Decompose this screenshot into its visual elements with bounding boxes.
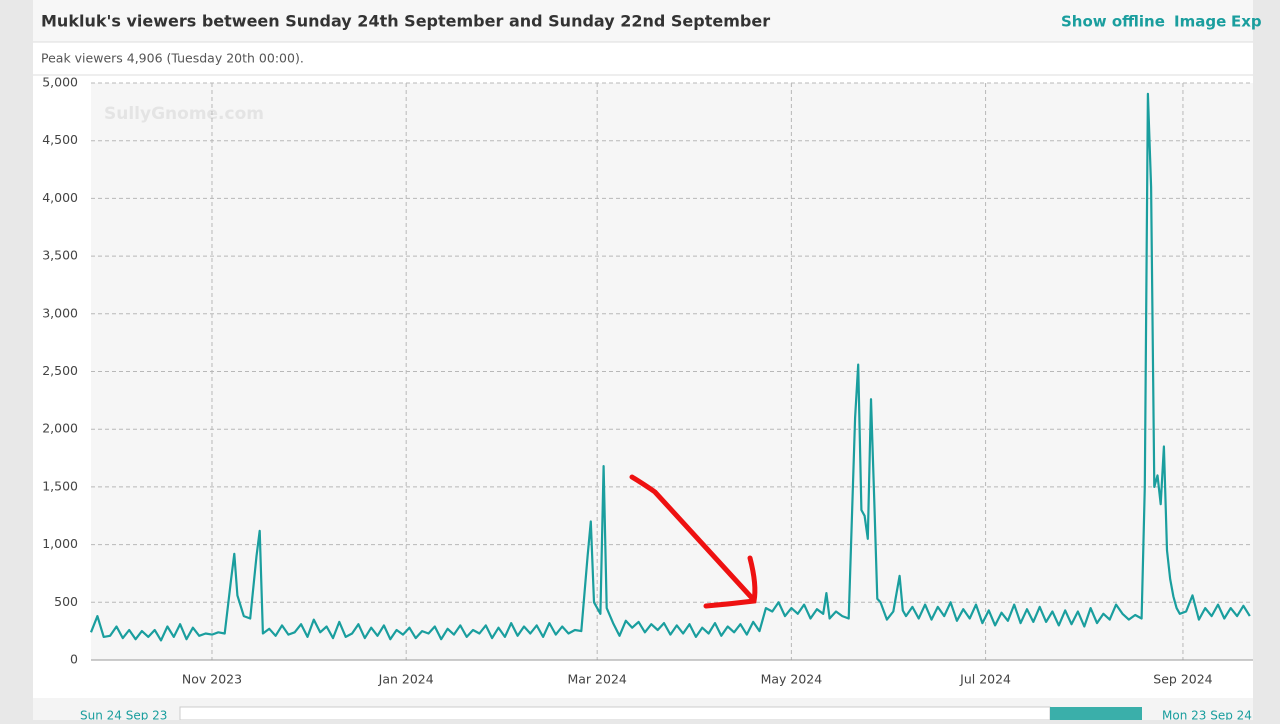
x-tick-label: Jan 2024 <box>378 672 434 687</box>
y-tick-label: 3,500 <box>42 248 78 263</box>
navigator-start: Sun 24 Sep 23 <box>80 709 167 721</box>
y-tick-label: 3,000 <box>42 305 78 320</box>
header-bar <box>33 0 1253 42</box>
y-tick-label: 4,000 <box>42 190 78 205</box>
y-tick-label: 0 <box>70 652 78 667</box>
x-tick-label: Mar 2024 <box>567 672 626 687</box>
header-link[interactable]: Exp <box>1231 13 1262 31</box>
y-tick-label: 500 <box>54 594 78 609</box>
navigator-handle[interactable] <box>1050 707 1142 720</box>
arrow-head <box>703 555 758 609</box>
y-tick-label: 2,000 <box>42 421 78 436</box>
navigator-end: Mon 23 Sep 24 <box>1162 709 1252 721</box>
arrow-shaft <box>629 474 755 601</box>
x-tick-label: May 2024 <box>761 672 823 687</box>
y-tick-label: 1,500 <box>42 478 78 493</box>
x-tick-label: Jul 2024 <box>959 672 1011 687</box>
series-line <box>89 92 1251 642</box>
header-link[interactable]: Image <box>1174 13 1226 31</box>
y-tick-label: 2,500 <box>42 363 78 378</box>
watermark: SullyGnome.com <box>104 104 264 124</box>
x-tick-label: Nov 2023 <box>182 672 242 687</box>
x-tick-label: Sep 2024 <box>1153 672 1212 687</box>
header-link[interactable]: Show offline <box>1061 13 1165 31</box>
y-tick-label: 1,000 <box>42 536 78 551</box>
navigator-track <box>179 706 1051 721</box>
annotation-arrow <box>629 474 758 609</box>
y-tick-label: 5,000 <box>42 75 78 90</box>
y-tick-label: 4,500 <box>42 132 78 147</box>
chart-title: Mukluk's viewers between Sunday 24th Sep… <box>41 12 770 31</box>
subtitle: Peak viewers 4,906 (Tuesday 20th 00:00). <box>41 51 304 66</box>
